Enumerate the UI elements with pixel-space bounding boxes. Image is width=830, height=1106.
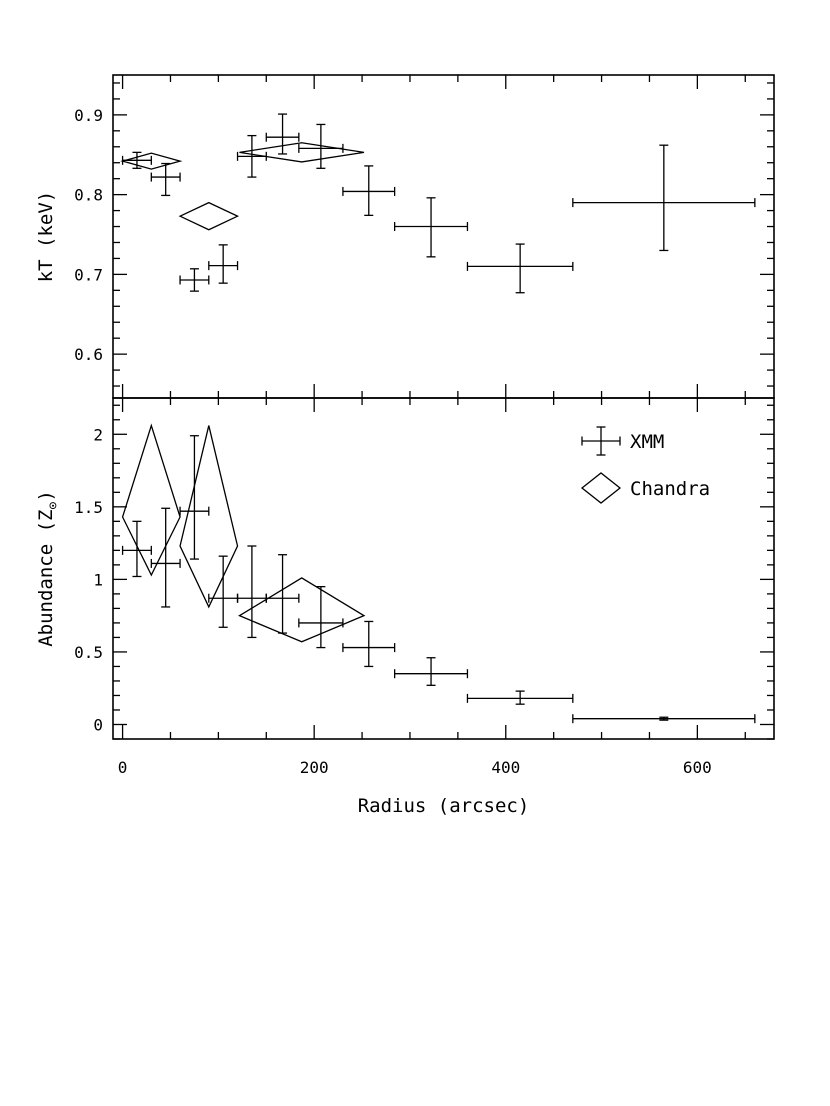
xmm-point bbox=[265, 113, 300, 155]
y-tick-label: 1.5 bbox=[74, 498, 103, 517]
xmm-point bbox=[298, 585, 344, 649]
chandra-point bbox=[239, 142, 365, 163]
xmm-point bbox=[208, 244, 239, 284]
xmm-point bbox=[466, 690, 574, 705]
xmm-point bbox=[572, 144, 756, 252]
y-tick-label: 0 bbox=[93, 715, 103, 734]
xmm-point bbox=[150, 507, 181, 608]
y-tick-label: 1 bbox=[93, 570, 103, 589]
xmm-point bbox=[179, 435, 210, 560]
x-tick-label: 200 bbox=[300, 758, 329, 777]
y-tick-label: 0.6 bbox=[74, 345, 103, 364]
legend-chandra-symbol bbox=[580, 472, 622, 504]
x-tick-label: 400 bbox=[491, 758, 520, 777]
x-tick-label: 600 bbox=[683, 758, 712, 777]
x-tick-label: 0 bbox=[118, 758, 128, 777]
chandra-point bbox=[120, 152, 183, 170]
temperature-panel: 0.6 0.7 0.8 0.9 kT (keV) bbox=[35, 74, 775, 399]
legend-xmm-label: XMM bbox=[630, 431, 664, 453]
xmm-point bbox=[236, 545, 267, 639]
chandra-point bbox=[121, 423, 181, 577]
chandra-point bbox=[178, 201, 240, 231]
y-tick-label: 0.8 bbox=[74, 186, 103, 205]
abundance-panel: 0 0.5 1 1.5 2 Abundance (Z⊙) 0 200 400 600 Radius … bbox=[35, 397, 775, 817]
y-tick-label: 0.9 bbox=[74, 106, 103, 125]
xmm-point bbox=[572, 714, 756, 724]
xmm-point bbox=[179, 268, 210, 292]
legend-chandra-label: Chandra bbox=[630, 478, 710, 500]
y-tick-label: 0.7 bbox=[74, 265, 103, 284]
chandra-point bbox=[238, 577, 366, 643]
x-axis-label: Radius (arcsec) bbox=[358, 795, 530, 817]
y-axis-label: Abundance (Z⊙) bbox=[35, 490, 61, 647]
xmm-point bbox=[150, 162, 181, 197]
y-tick-label: 2 bbox=[93, 425, 103, 444]
xmm-point bbox=[342, 165, 396, 217]
xmm-point bbox=[393, 657, 469, 686]
xmm-point bbox=[342, 620, 396, 668]
xmm-point bbox=[393, 197, 469, 258]
chandra-point bbox=[179, 425, 239, 609]
legend: XMM Chandra bbox=[580, 426, 710, 504]
plot-frame bbox=[112, 397, 775, 740]
xmm-point bbox=[121, 520, 152, 578]
y-axis-label: kT (keV) bbox=[35, 191, 57, 283]
y-tick-label: 0.5 bbox=[74, 643, 103, 662]
xmm-point bbox=[466, 243, 574, 294]
